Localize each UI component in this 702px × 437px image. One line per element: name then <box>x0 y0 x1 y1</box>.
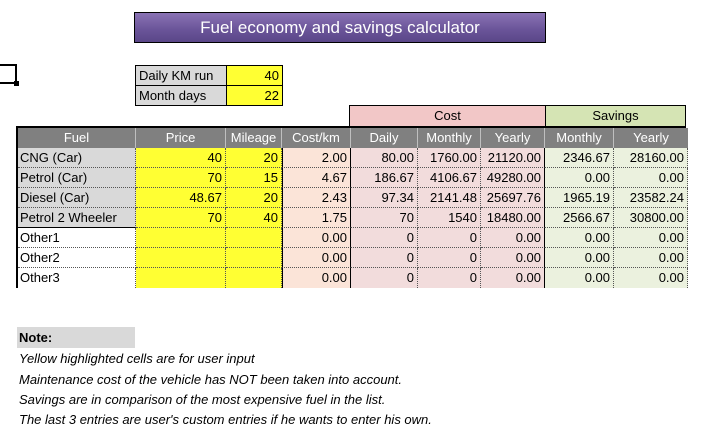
cell-monthly-savings: 2566.67 <box>545 208 614 228</box>
cell-mileage[interactable]: 20 <box>226 188 282 208</box>
cell-fuel: Diesel (Car) <box>18 188 136 208</box>
month-days-label: Month days <box>135 85 227 106</box>
cell-yearly-cost: 25697.76 <box>481 188 545 208</box>
cell-cost-per-km: 4.67 <box>282 168 351 188</box>
cell-daily-cost: 80.00 <box>351 148 418 168</box>
cell-mileage[interactable] <box>226 248 282 268</box>
cell-price[interactable] <box>136 228 226 248</box>
cell-daily-cost: 0 <box>351 268 418 288</box>
selection-corner-marker <box>0 64 19 86</box>
note-line: The last 3 entries are user's custom ent… <box>19 412 432 427</box>
cell-yearly-cost: 0.00 <box>481 248 545 268</box>
header-yearly-cost: Yearly <box>481 128 545 148</box>
cell-monthly-cost: 0 <box>418 228 481 248</box>
cell-yearly-cost: 49280.00 <box>481 168 545 188</box>
cell-daily-cost: 186.67 <box>351 168 418 188</box>
cell-fuel: Petrol (Car) <box>18 168 136 188</box>
daily-km-label: Daily KM run <box>135 65 227 86</box>
cell-cost-per-km: 0.00 <box>282 228 351 248</box>
cell-price[interactable]: 48.67 <box>136 188 226 208</box>
note-line: Maintenance cost of the vehicle has NOT … <box>19 372 403 387</box>
cell-yearly-cost: 18480.00 <box>481 208 545 228</box>
header-monthly-cost: Monthly <box>418 128 481 148</box>
cell-yearly-savings: 28160.00 <box>614 148 688 168</box>
cell-cost-per-km: 2.43 <box>282 188 351 208</box>
cell-yearly-savings: 30800.00 <box>614 208 688 228</box>
savings-group-header: Savings <box>545 105 686 127</box>
cell-monthly-cost: 1540 <box>418 208 481 228</box>
cell-monthly-cost: 4106.67 <box>418 168 481 188</box>
cell-cost-per-km: 0.00 <box>282 268 351 288</box>
fuel-table: Fuel Price Mileage Cost/km Daily Monthly Yearl… <box>16 126 688 288</box>
cell-mileage[interactable] <box>226 228 282 248</box>
cell-daily-cost: 70 <box>351 208 418 228</box>
note-line: Yellow highlighted cells are for user in… <box>19 351 255 366</box>
cell-price[interactable]: 40 <box>136 148 226 168</box>
cell-daily-cost: 97.34 <box>351 188 418 208</box>
cell-price[interactable]: 70 <box>136 168 226 188</box>
cell-price[interactable]: 70 <box>136 208 226 228</box>
cell-monthly-cost: 1760.00 <box>418 148 481 168</box>
cell-yearly-cost: 21120.00 <box>481 148 545 168</box>
month-days-input[interactable]: 22 <box>226 85 283 106</box>
header-cost-per-km: Cost/km <box>282 128 351 148</box>
cell-daily-cost: 0 <box>351 228 418 248</box>
cell-fuel: Other1 <box>18 228 136 248</box>
cell-monthly-savings: 1965.19 <box>545 188 614 208</box>
cell-yearly-savings: 0.00 <box>614 228 688 248</box>
cell-yearly-savings: 0.00 <box>614 268 688 288</box>
cell-mileage[interactable]: 20 <box>226 148 282 168</box>
cell-fuel: CNG (Car) <box>18 148 136 168</box>
header-monthly-savings: Monthly <box>545 128 614 148</box>
cell-mileage[interactable]: 15 <box>226 168 282 188</box>
header-daily-cost: Daily <box>351 128 418 148</box>
cell-monthly-savings: 2346.67 <box>545 148 614 168</box>
header-mileage: Mileage <box>226 128 282 148</box>
note-line: Savings are in comparison of the most ex… <box>19 392 386 407</box>
header-fuel: Fuel <box>18 128 136 148</box>
header-yearly-savings: Yearly <box>614 128 688 148</box>
cell-yearly-cost: 0.00 <box>481 268 545 288</box>
cell-daily-cost: 0 <box>351 248 418 268</box>
cell-monthly-cost: 0 <box>418 268 481 288</box>
cell-fuel: Other2 <box>18 248 136 268</box>
header-price: Price <box>136 128 226 148</box>
cell-cost-per-km: 2.00 <box>282 148 351 168</box>
cell-monthly-savings: 0.00 <box>545 268 614 288</box>
cell-cost-per-km: 1.75 <box>282 208 351 228</box>
cell-yearly-savings: 0.00 <box>614 248 688 268</box>
cell-monthly-savings: 0.00 <box>545 168 614 188</box>
cell-fuel: Other3 <box>18 268 136 288</box>
cell-mileage[interactable]: 40 <box>226 208 282 228</box>
cell-price[interactable] <box>136 268 226 288</box>
cell-price[interactable] <box>136 248 226 268</box>
daily-km-input[interactable]: 40 <box>226 65 283 86</box>
cell-monthly-savings: 0.00 <box>545 248 614 268</box>
cell-yearly-savings: 0.00 <box>614 168 688 188</box>
cost-group-header: Cost <box>349 105 546 127</box>
cell-monthly-savings: 0.00 <box>545 228 614 248</box>
cell-fuel: Petrol 2 Wheeler <box>18 208 136 228</box>
cell-yearly-cost: 0.00 <box>481 228 545 248</box>
cell-monthly-cost: 2141.48 <box>418 188 481 208</box>
page-title: Fuel economy and savings calculator <box>134 12 546 43</box>
cell-cost-per-km: 0.00 <box>282 248 351 268</box>
note-heading: Note: <box>17 327 135 348</box>
cell-monthly-cost: 0 <box>418 248 481 268</box>
cell-yearly-savings: 23582.24 <box>614 188 688 208</box>
cell-mileage[interactable] <box>226 268 282 288</box>
